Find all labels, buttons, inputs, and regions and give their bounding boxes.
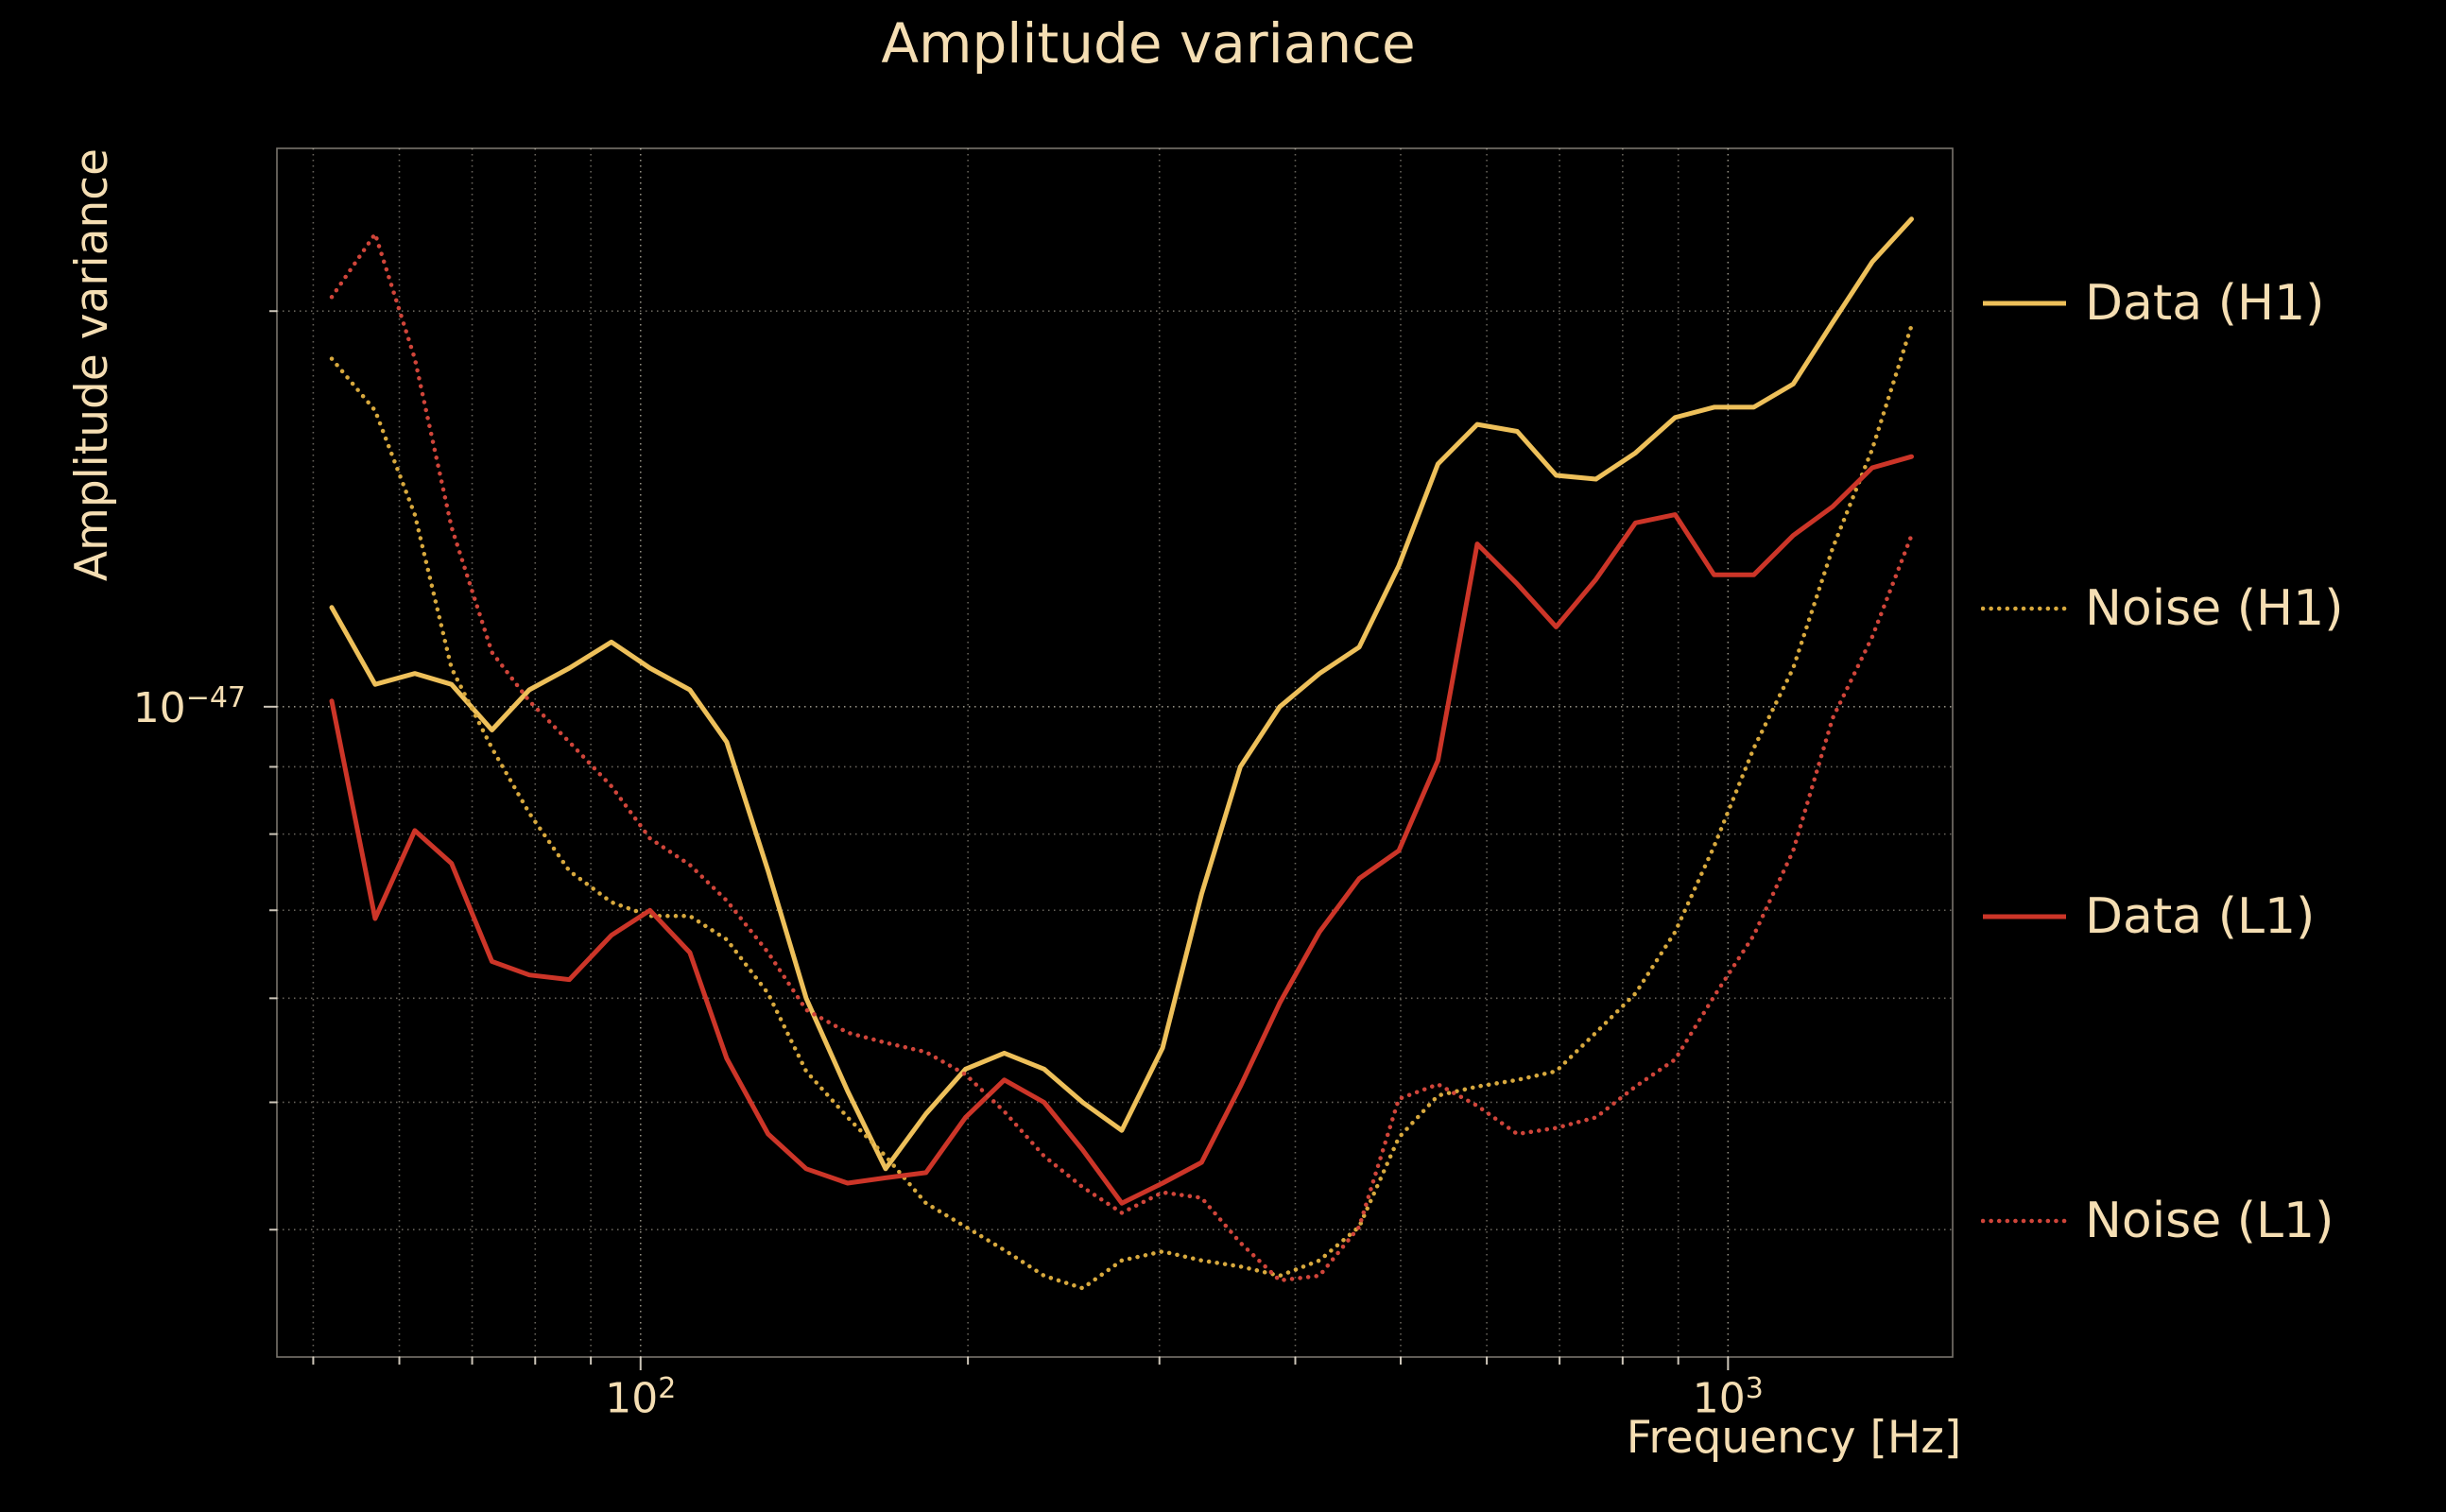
legend-label-noise-l1: Noise (L1) [2085,1193,2334,1249]
x-tick-exponent: 2 [658,1372,677,1405]
y-tick-base: 10 [132,683,186,732]
legend-line-sample-noise-h1 [1981,606,2068,611]
legend: Data (H1) Noise (H1) Data (L1) Noise (L1… [1981,0,2446,1512]
legend-item-noise-h1: Noise (H1) [1981,578,2344,639]
legend-line-sample-data-h1 [1983,301,2066,306]
x-axis-label: Frequency [Hz] [1626,1412,1962,1464]
x-tick-label-100: 102 [605,1372,676,1423]
legend-label-noise-h1: Noise (H1) [2085,580,2344,637]
x-tick-exponent: 3 [1745,1372,1764,1405]
chart-title: Amplitude variance [881,11,1416,76]
x-tick-base: 10 [605,1374,659,1423]
legend-line-sample-data-l1 [1983,914,2066,919]
x-tick-label-1000: 103 [1693,1372,1764,1423]
legend-label-data-l1: Data (L1) [2085,888,2316,945]
legend-item-noise-l1: Noise (L1) [1981,1191,2334,1251]
legend-line-sample-noise-l1 [1981,1218,2068,1224]
legend-item-data-h1: Data (H1) [1981,273,2324,334]
legend-label-data-h1: Data (H1) [2085,275,2325,332]
legend-item-data-l1: Data (L1) [1981,886,2315,947]
y-tick-label-1e-47: 10−47 [79,681,246,732]
x-tick-base: 10 [1692,1374,1746,1423]
y-tick-exponent: −47 [185,681,246,715]
